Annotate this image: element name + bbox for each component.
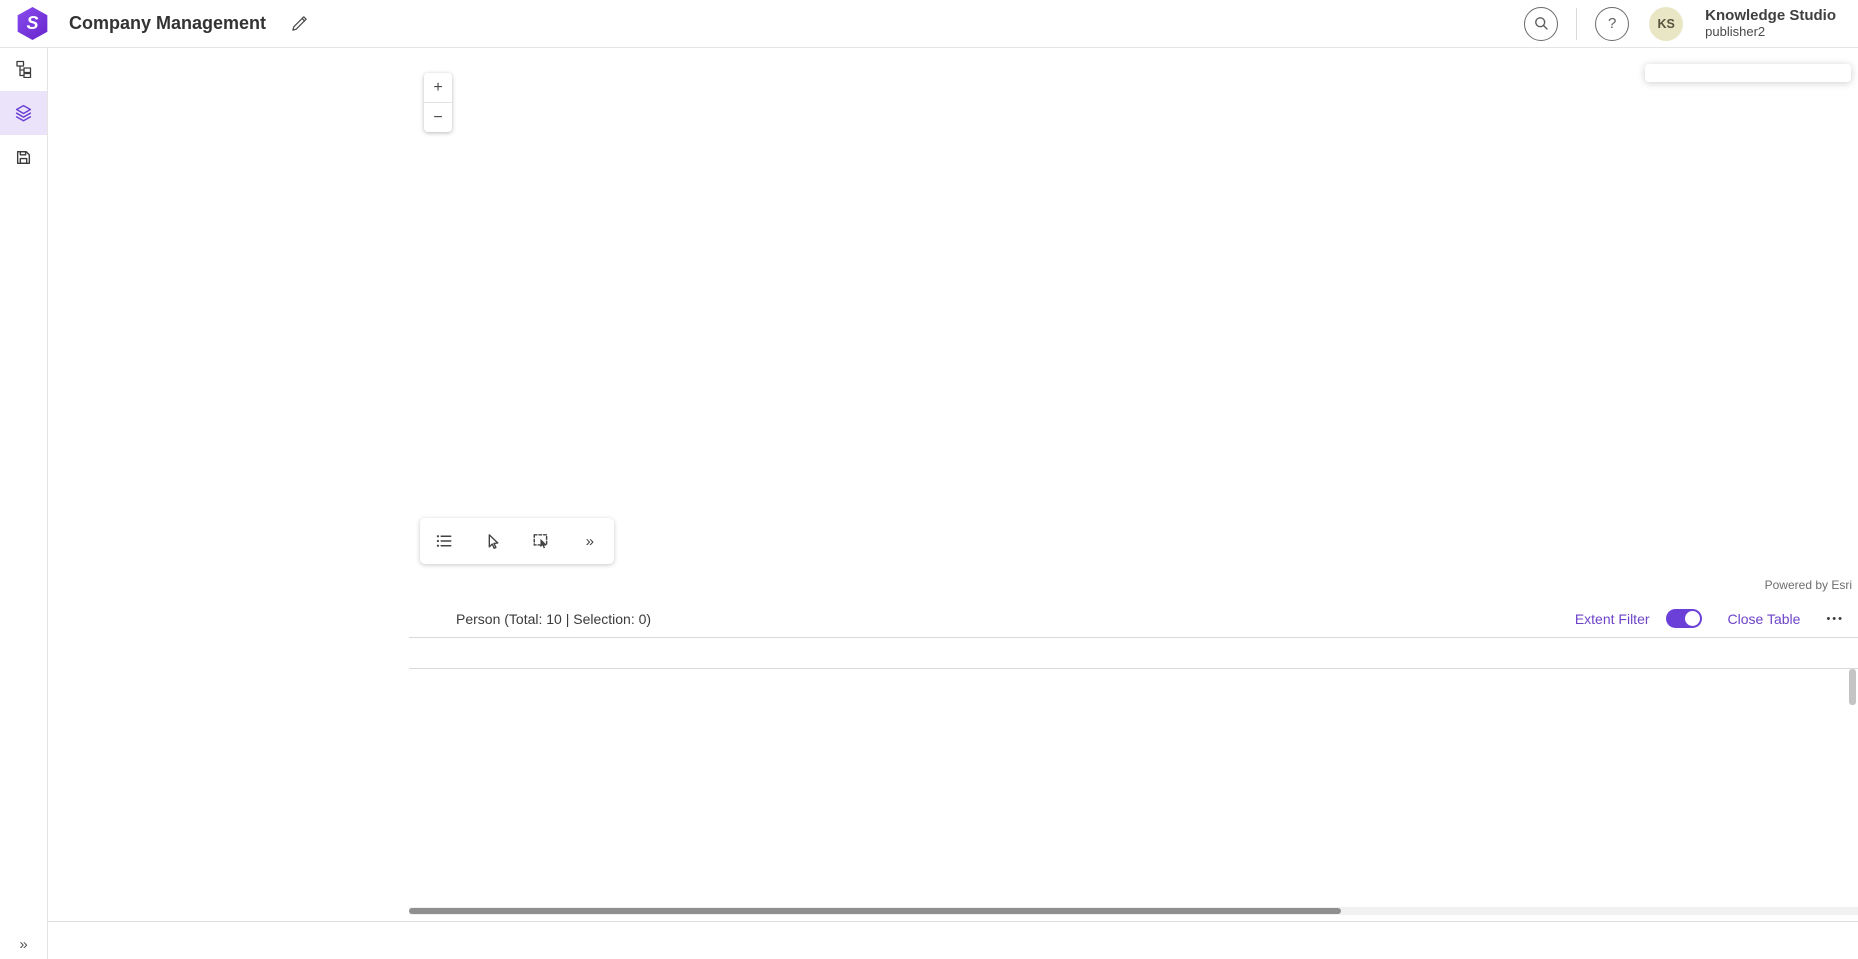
hierarchy-icon bbox=[15, 60, 31, 78]
collapse-rail-button[interactable]: » bbox=[19, 936, 28, 953]
extent-filter-toggle[interactable] bbox=[1665, 609, 1702, 628]
knowledge-studio-logo-icon: S bbox=[17, 7, 48, 40]
left-rail: » bbox=[0, 47, 48, 959]
zoom-out-button[interactable]: − bbox=[433, 108, 443, 126]
avatar[interactable]: KS bbox=[1649, 6, 1684, 41]
hierarchy-view-button[interactable] bbox=[0, 47, 47, 91]
search-button[interactable] bbox=[1524, 6, 1559, 41]
table-summary: Person (Total: 10 | Selection: 0) bbox=[456, 610, 652, 627]
cursor-icon bbox=[488, 533, 499, 549]
close-table-button[interactable]: Close Table bbox=[1727, 610, 1801, 627]
table-options-ellipsis[interactable]: ••• bbox=[1826, 612, 1844, 625]
search-icon bbox=[1534, 17, 1548, 30]
link-chart-graph[interactable] bbox=[409, 47, 1858, 600]
help-button[interactable]: ? bbox=[1595, 6, 1630, 41]
legend-list-button[interactable] bbox=[420, 532, 469, 550]
link-chart-toolbar: » bbox=[420, 518, 614, 564]
view-tab-bar bbox=[47, 921, 1858, 959]
save-icon bbox=[16, 150, 31, 164]
extent-filter-label: Extent Filter bbox=[1574, 610, 1650, 627]
zoom-in-button[interactable]: + bbox=[424, 73, 452, 103]
product-name: Knowledge Studio bbox=[1705, 7, 1836, 25]
table-vertical-scrollbar[interactable] bbox=[1849, 669, 1856, 705]
account-name: publisher2 bbox=[1705, 23, 1766, 39]
table-header-row bbox=[409, 637, 1858, 669]
table-horizontal-scrollbar[interactable] bbox=[409, 907, 1858, 915]
scrollbar-thumb[interactable] bbox=[409, 908, 1341, 914]
question-icon: ? bbox=[1608, 15, 1617, 32]
link-chart-context-menu bbox=[1645, 64, 1851, 82]
save-button[interactable] bbox=[0, 135, 47, 179]
top-bar: S Company Management ? KS Knowledge Stud… bbox=[0, 0, 1858, 48]
zoom-control: + − bbox=[424, 73, 452, 132]
layers-panel-button[interactable] bbox=[0, 91, 47, 135]
marquee-select-button[interactable] bbox=[517, 532, 566, 550]
topbar-divider bbox=[1576, 7, 1578, 40]
list-icon bbox=[437, 535, 452, 547]
marquee-select-icon bbox=[533, 534, 548, 549]
page-title: Company Management bbox=[69, 13, 267, 33]
edit-title-pencil-icon[interactable] bbox=[290, 14, 309, 33]
layers-icon bbox=[15, 104, 32, 122]
person-attribute-table bbox=[409, 637, 1858, 915]
account-block[interactable]: Knowledge Studio publisher2 bbox=[1705, 7, 1836, 39]
pointer-tool-button[interactable] bbox=[469, 533, 518, 550]
table-header-bar: Person (Total: 10 | Selection: 0) Extent… bbox=[409, 600, 1858, 637]
link-chart-canvas[interactable]: Powered by Esri bbox=[409, 47, 1858, 600]
toolbar-expand-button[interactable]: » bbox=[585, 532, 594, 550]
esri-attribution: Powered by Esri bbox=[1764, 578, 1852, 592]
